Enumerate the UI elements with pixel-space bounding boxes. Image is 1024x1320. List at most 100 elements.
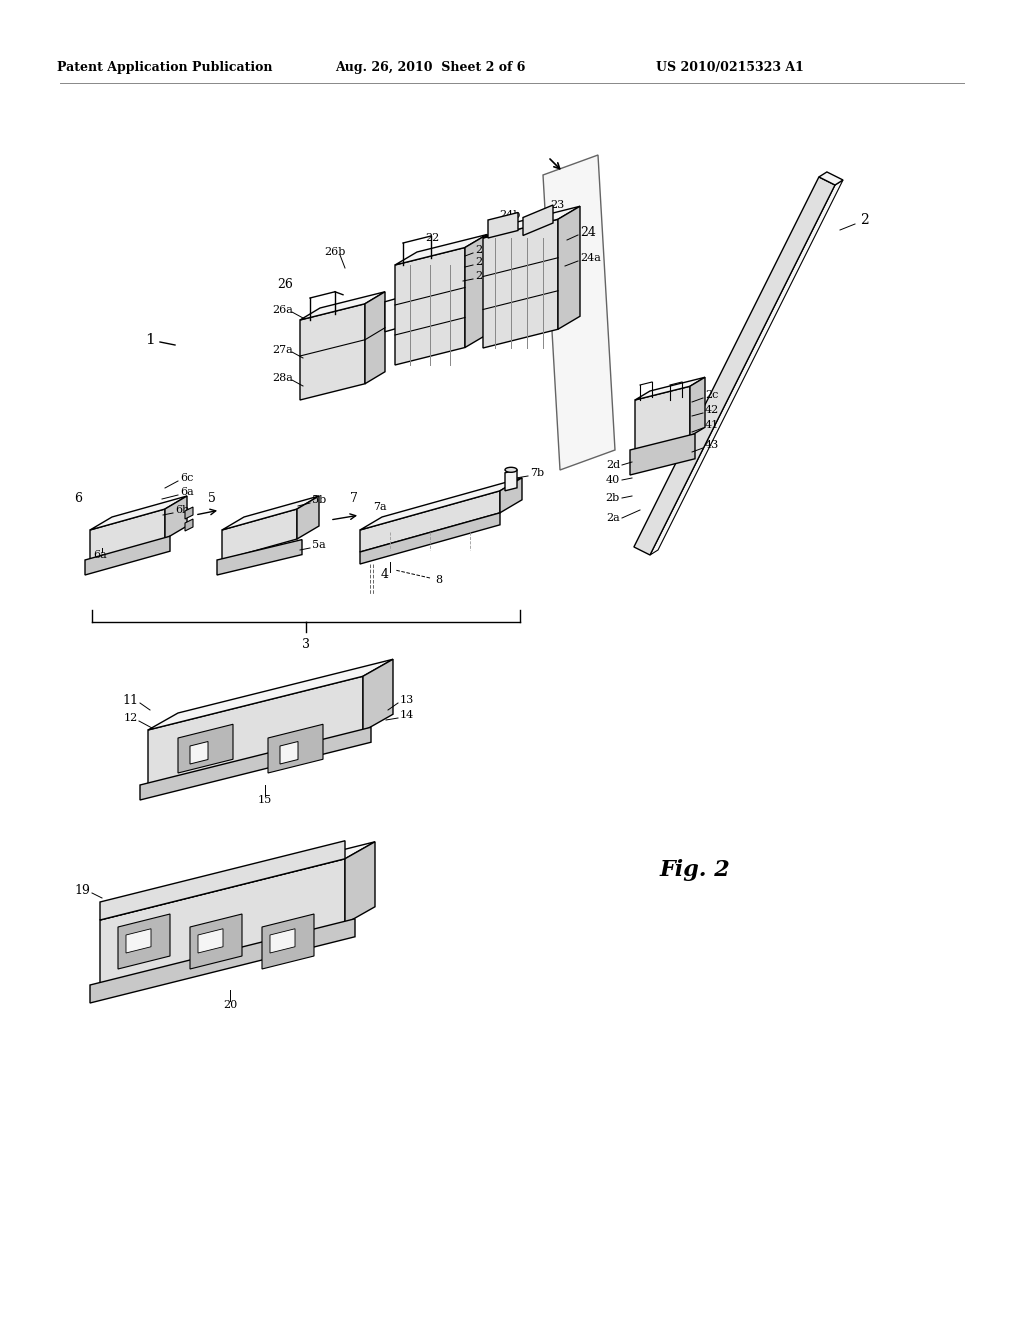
Polygon shape bbox=[90, 496, 187, 531]
Polygon shape bbox=[634, 177, 835, 554]
Polygon shape bbox=[345, 842, 375, 924]
Text: 40: 40 bbox=[606, 475, 620, 484]
Polygon shape bbox=[360, 491, 500, 552]
Polygon shape bbox=[126, 929, 151, 953]
Text: 24b: 24b bbox=[500, 210, 520, 220]
Text: 6a: 6a bbox=[93, 550, 106, 560]
Polygon shape bbox=[483, 219, 558, 348]
Text: 24: 24 bbox=[580, 226, 596, 239]
Text: 2: 2 bbox=[860, 213, 868, 227]
Text: 27a: 27a bbox=[272, 345, 293, 355]
Text: 26: 26 bbox=[278, 279, 293, 292]
Text: 13: 13 bbox=[400, 696, 415, 705]
Polygon shape bbox=[360, 478, 522, 531]
Polygon shape bbox=[165, 496, 187, 539]
Text: 6b: 6b bbox=[175, 506, 189, 515]
Polygon shape bbox=[148, 659, 393, 730]
Polygon shape bbox=[185, 519, 193, 531]
Text: 1: 1 bbox=[145, 333, 155, 347]
Polygon shape bbox=[300, 292, 385, 319]
Text: 26a: 26a bbox=[272, 305, 293, 315]
Polygon shape bbox=[190, 742, 208, 764]
Text: 6c: 6c bbox=[180, 473, 194, 483]
Polygon shape bbox=[185, 507, 193, 519]
Polygon shape bbox=[90, 919, 355, 1003]
Text: 5: 5 bbox=[208, 491, 216, 504]
Ellipse shape bbox=[505, 467, 517, 473]
Polygon shape bbox=[635, 387, 690, 450]
Text: 6a: 6a bbox=[180, 487, 194, 498]
Polygon shape bbox=[483, 206, 580, 238]
Polygon shape bbox=[635, 378, 705, 400]
Polygon shape bbox=[178, 725, 233, 774]
Polygon shape bbox=[297, 496, 319, 539]
Text: 5a: 5a bbox=[312, 540, 326, 550]
Polygon shape bbox=[630, 434, 695, 475]
Text: 3: 3 bbox=[302, 639, 310, 652]
Polygon shape bbox=[222, 510, 297, 560]
Text: 27b: 27b bbox=[475, 257, 497, 267]
Polygon shape bbox=[100, 859, 345, 985]
Text: 8: 8 bbox=[435, 576, 442, 585]
Polygon shape bbox=[262, 913, 314, 969]
Polygon shape bbox=[360, 512, 500, 564]
Text: 11: 11 bbox=[122, 693, 138, 706]
Polygon shape bbox=[90, 510, 165, 560]
Text: Patent Application Publication: Patent Application Publication bbox=[57, 62, 272, 74]
Text: 21: 21 bbox=[475, 246, 489, 255]
Polygon shape bbox=[488, 213, 518, 238]
Text: Aug. 26, 2010  Sheet 2 of 6: Aug. 26, 2010 Sheet 2 of 6 bbox=[335, 62, 525, 74]
Polygon shape bbox=[217, 540, 302, 576]
Polygon shape bbox=[690, 378, 705, 436]
Polygon shape bbox=[650, 180, 843, 554]
Text: 19: 19 bbox=[74, 883, 90, 896]
Polygon shape bbox=[268, 725, 323, 774]
Text: 7: 7 bbox=[350, 491, 358, 504]
Text: 22: 22 bbox=[425, 234, 439, 243]
Text: 2d: 2d bbox=[606, 459, 620, 470]
Polygon shape bbox=[500, 478, 522, 512]
Polygon shape bbox=[465, 235, 487, 347]
Polygon shape bbox=[819, 172, 843, 185]
Text: 43: 43 bbox=[705, 440, 719, 450]
Text: 7a: 7a bbox=[373, 502, 387, 512]
Text: Fig. 2: Fig. 2 bbox=[660, 859, 731, 880]
Polygon shape bbox=[198, 929, 223, 953]
Polygon shape bbox=[140, 727, 371, 800]
Polygon shape bbox=[270, 929, 295, 953]
Polygon shape bbox=[222, 496, 319, 531]
Polygon shape bbox=[118, 913, 170, 969]
Text: 24a: 24a bbox=[580, 253, 601, 263]
Polygon shape bbox=[100, 842, 375, 920]
Text: 42: 42 bbox=[705, 405, 719, 414]
Polygon shape bbox=[395, 235, 487, 265]
Polygon shape bbox=[523, 205, 553, 235]
Polygon shape bbox=[148, 676, 362, 785]
Polygon shape bbox=[190, 913, 242, 969]
Text: 5b: 5b bbox=[312, 495, 327, 506]
Polygon shape bbox=[395, 248, 465, 366]
Text: 7b: 7b bbox=[530, 469, 544, 478]
Polygon shape bbox=[280, 742, 298, 764]
Polygon shape bbox=[100, 841, 345, 920]
Text: US 2010/0215323 A1: US 2010/0215323 A1 bbox=[656, 62, 804, 74]
Text: 6: 6 bbox=[74, 491, 82, 504]
Text: 23: 23 bbox=[550, 201, 564, 210]
Polygon shape bbox=[385, 292, 420, 331]
Polygon shape bbox=[85, 536, 170, 576]
Text: 14: 14 bbox=[400, 710, 415, 719]
Text: 28b: 28b bbox=[475, 271, 497, 281]
Polygon shape bbox=[300, 304, 365, 400]
Text: 4: 4 bbox=[381, 569, 389, 582]
Text: 26b: 26b bbox=[325, 247, 346, 257]
Text: 20: 20 bbox=[223, 1001, 238, 1010]
Text: 2c: 2c bbox=[705, 389, 719, 400]
Polygon shape bbox=[365, 292, 385, 384]
Text: 12: 12 bbox=[124, 713, 138, 723]
Polygon shape bbox=[543, 154, 615, 470]
Polygon shape bbox=[505, 470, 517, 491]
Text: 2a: 2a bbox=[606, 513, 620, 523]
Text: 2b: 2b bbox=[606, 492, 620, 503]
Text: 15: 15 bbox=[258, 795, 272, 805]
Text: 41: 41 bbox=[705, 420, 719, 430]
